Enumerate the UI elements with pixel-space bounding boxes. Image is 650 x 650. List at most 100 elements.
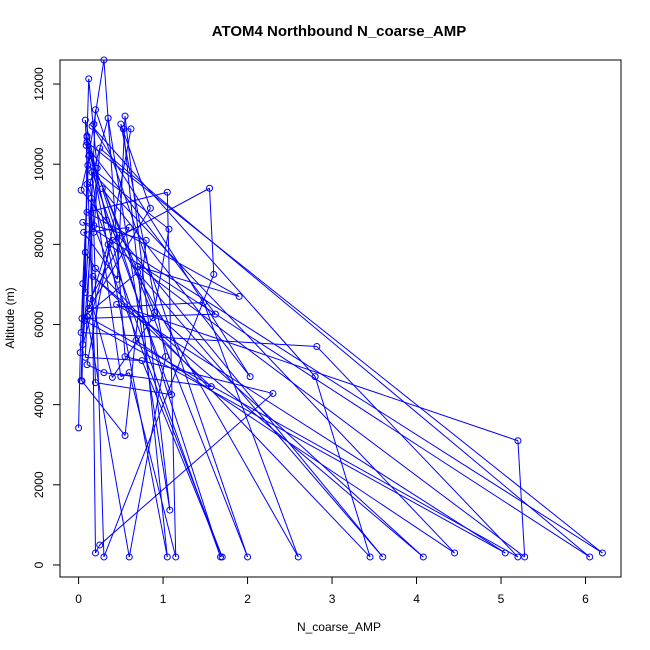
series-segment: [85, 145, 216, 315]
data-point: [87, 194, 95, 202]
y-tick-label: 12000: [32, 67, 46, 101]
data-point: [104, 240, 112, 248]
data-point: [125, 224, 133, 232]
data-point: [121, 432, 129, 440]
data-point: [98, 185, 106, 193]
series-segment: [107, 243, 591, 558]
series-segment: [86, 316, 130, 558]
series-segment: [86, 141, 603, 554]
data-point: [100, 56, 108, 64]
data-point: [91, 379, 99, 387]
series-segment: [128, 372, 177, 558]
data-point: [313, 343, 321, 351]
series-segment: [92, 276, 424, 558]
data-point: [269, 389, 277, 397]
data-point: [514, 553, 522, 561]
data-point: [96, 144, 104, 152]
data-point: [86, 151, 94, 159]
data-point: [80, 228, 88, 236]
data-point: [77, 329, 85, 337]
series-points: [75, 56, 606, 561]
series-segment: [209, 188, 215, 275]
series-segment: [314, 376, 371, 558]
series-segment: [152, 229, 170, 318]
data-point: [172, 553, 180, 561]
data-point: [419, 553, 427, 561]
data-point: [210, 270, 218, 278]
series-segment: [111, 317, 154, 378]
data-point: [294, 553, 302, 561]
data-point: [514, 437, 522, 445]
series-segment: [137, 272, 384, 558]
data-point: [75, 424, 83, 432]
data-point: [84, 161, 92, 169]
chart-title: ATOM4 Northbound N_coarse_AMP: [212, 23, 466, 40]
data-point: [244, 553, 252, 561]
data-point: [132, 337, 140, 345]
series-segment: [203, 302, 299, 558]
data-point: [521, 553, 529, 561]
data-point: [119, 125, 127, 133]
series-segment: [116, 304, 506, 554]
data-point: [379, 553, 387, 561]
data-point: [83, 138, 91, 146]
data-point: [146, 204, 154, 212]
series-segment: [88, 208, 151, 309]
data-point: [81, 353, 89, 361]
series-segment: [124, 116, 171, 511]
data-point: [598, 549, 606, 557]
data-point: [86, 178, 94, 186]
series-segment: [91, 171, 455, 554]
data-point: [125, 553, 133, 561]
data-point: [81, 248, 89, 256]
series-segment: [80, 165, 89, 381]
data-point: [77, 186, 85, 194]
data-point: [89, 272, 97, 280]
series-segment: [90, 198, 96, 553]
y-axis-label: Altitude (m): [3, 287, 17, 348]
data-point: [127, 125, 135, 133]
x-axis-label: N_coarse_AMP: [297, 620, 381, 634]
data-point: [83, 208, 91, 216]
data-point: [76, 349, 84, 357]
series-segment: [116, 116, 126, 280]
x-tick-label: 1: [160, 592, 167, 606]
data-point: [85, 304, 93, 312]
x-tick-label: 6: [582, 592, 589, 606]
data-point: [586, 553, 594, 561]
series-segment: [107, 118, 171, 511]
y-axis: 0 2000 4000 6000 8000 10000 12000: [32, 67, 61, 568]
series-segment: [82, 221, 603, 554]
data-point: [211, 310, 219, 318]
data-point: [81, 288, 89, 296]
data-point: [113, 300, 121, 308]
y-tick-label: 10000: [32, 147, 46, 181]
series-segment: [120, 123, 151, 209]
data-point: [165, 225, 173, 233]
data-point: [79, 280, 87, 288]
series-segment: [83, 232, 118, 280]
series-segment: [95, 544, 101, 554]
series-segment: [89, 227, 130, 299]
series-segment: [84, 320, 506, 554]
data-point: [77, 377, 85, 385]
series-segment: [80, 154, 91, 191]
series-segment: [78, 352, 81, 428]
data-point: [104, 114, 112, 122]
series-segment: [89, 117, 109, 183]
data-point: [168, 391, 176, 399]
data-point: [100, 369, 108, 377]
series-segment: [92, 276, 212, 387]
series-segment: [95, 109, 249, 558]
series-segment: [86, 128, 132, 365]
series-segment: [91, 172, 172, 395]
data-point: [82, 141, 90, 149]
series-segment: [135, 340, 455, 554]
x-tick-label: 4: [413, 592, 420, 606]
data-point: [235, 292, 243, 300]
data-point: [96, 541, 104, 549]
series-line: [78, 59, 603, 558]
series-segment: [101, 188, 251, 377]
series-segment: [86, 78, 90, 137]
